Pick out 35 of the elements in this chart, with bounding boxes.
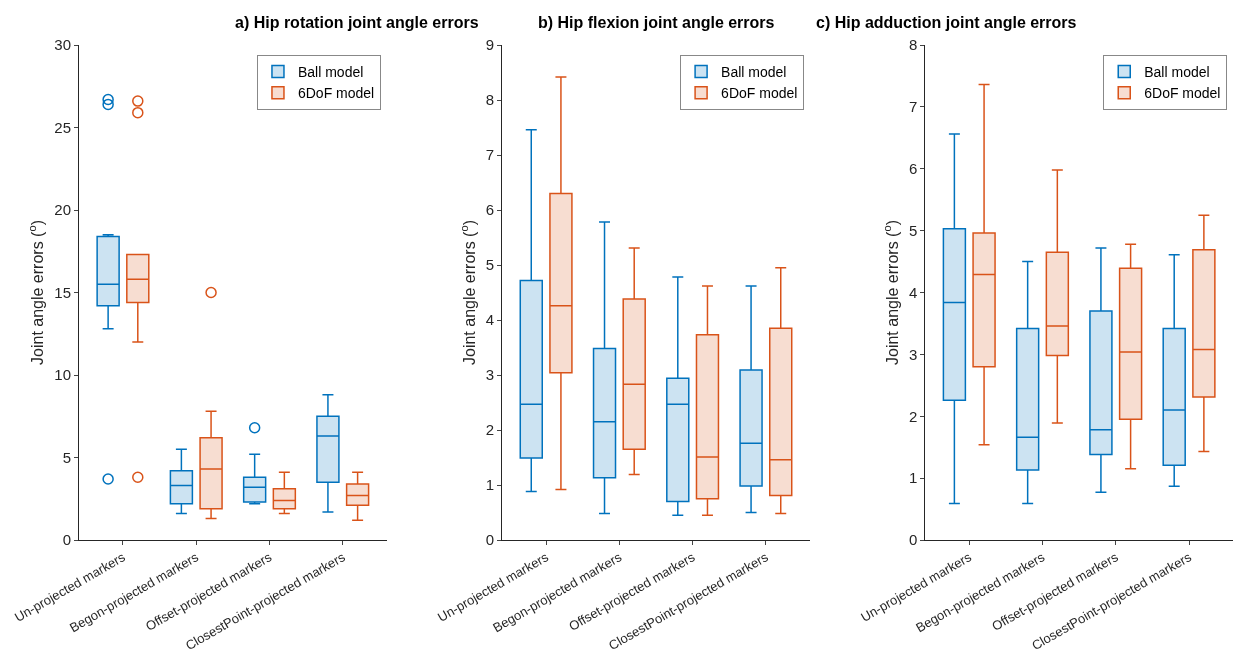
- y-tick-label: 6: [908, 160, 918, 177]
- y-tick-label: 5: [908, 221, 918, 239]
- y-tick-label: 3: [908, 345, 918, 363]
- chart-title: c) Hip adduction joint angle errors: [816, 14, 1077, 31]
- legend-label: 6DoF model: [1144, 85, 1221, 102]
- y-tick-label: 20: [54, 201, 71, 219]
- legend-label: Ball model: [721, 63, 787, 80]
- y-tick-label: 9: [485, 36, 495, 54]
- y-tick-label: 2: [485, 421, 495, 439]
- chart-title: b) Hip flexion joint angle errors: [538, 14, 775, 31]
- y-tick-label: 5: [62, 448, 71, 466]
- y-tick-label: 7: [485, 146, 495, 164]
- y-tick-label: 6: [485, 201, 495, 219]
- y-tick-label: 30: [54, 36, 71, 54]
- y-tick-label: 2: [908, 407, 918, 425]
- y-tick-label: 4: [908, 283, 918, 301]
- y-tick-label: 1: [485, 476, 495, 494]
- y-tick-label: 1: [908, 469, 918, 487]
- y-tick-label: 10: [54, 366, 71, 384]
- y-tick-label: 8: [485, 91, 495, 109]
- legend-label: Ball model: [1144, 63, 1210, 80]
- y-tick-label: 15: [54, 283, 71, 301]
- chart-title: a) Hip rotation joint angle errors: [235, 14, 479, 31]
- y-tick-label: 3: [485, 366, 495, 384]
- y-tick-label: 0: [908, 531, 918, 549]
- y-tick-label: 0: [62, 531, 71, 549]
- y-tick-label: 8: [908, 36, 918, 54]
- y-tick-label: 4: [485, 311, 495, 329]
- legend-label: 6DoF model: [297, 85, 375, 102]
- y-tick-label: 7: [908, 98, 918, 116]
- y-tick-label: 0: [485, 531, 495, 549]
- y-tick-label: 25: [54, 118, 71, 136]
- y-tick-label: 5: [485, 256, 495, 274]
- legend-label: Ball model: [297, 63, 364, 80]
- legend-label: 6DoF model: [721, 85, 798, 102]
